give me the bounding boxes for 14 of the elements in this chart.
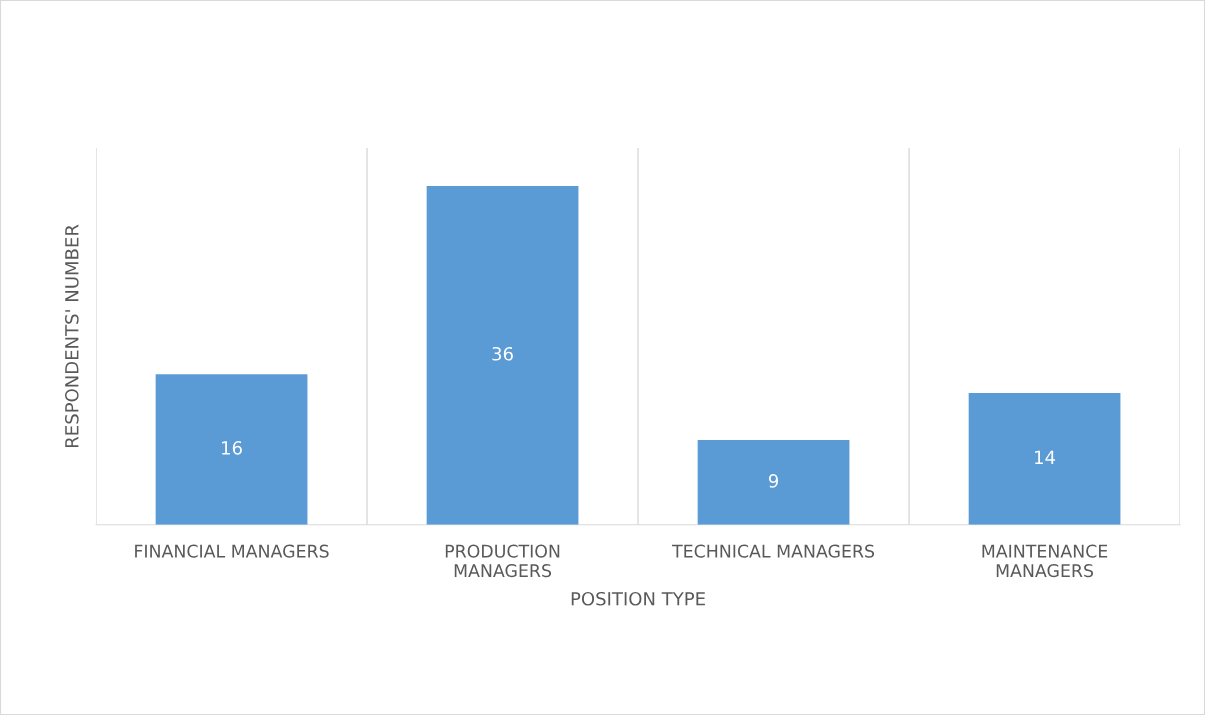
data-label: 9 — [768, 474, 779, 488]
bar — [968, 393, 1121, 525]
x-tick-label: FINANCIAL MANAGERS — [135, 544, 329, 558]
bar — [697, 440, 850, 525]
data-label: 36 — [492, 346, 513, 361]
x-tick-label: TECHNICAL MANAGERS — [672, 544, 875, 558]
bar — [426, 185, 579, 525]
data-label: 14 — [1035, 450, 1056, 464]
bar — [155, 374, 308, 525]
x-tick-label: MAINTENANCE MANAGERS — [982, 544, 1108, 578]
data-label: 16 — [222, 441, 242, 455]
y-axis-title: RESPONDENTS' NUMBER — [64, 224, 79, 447]
x-axis-title: POSITION TYPE — [571, 591, 705, 606]
x-tick-label: PRODUCTION MANAGERS — [445, 544, 560, 578]
